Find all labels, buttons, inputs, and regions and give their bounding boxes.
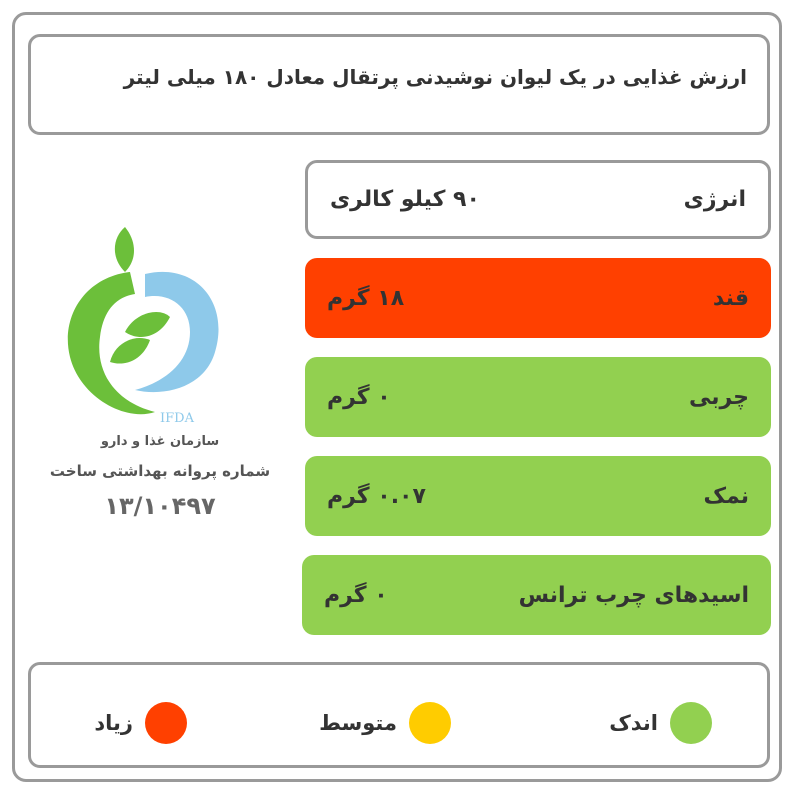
sugar-label: قند	[712, 285, 749, 311]
fat-value: ۰ گرم	[327, 384, 391, 410]
fat-label: چربی	[688, 384, 749, 410]
legend-low: اندک	[609, 702, 712, 744]
row-salt: ۰.۰۷ گرم نمک	[305, 456, 771, 536]
legend: اندک متوسط زیاد	[28, 662, 770, 768]
trans-fat-label: اسیدهای چرب ترانس	[518, 582, 749, 608]
red-dot-icon	[145, 702, 187, 744]
sugar-value: ۱۸ گرم	[327, 285, 405, 311]
row-fat: ۰ گرم چربی	[305, 357, 771, 437]
trans-fat-value: ۰ گرم	[324, 582, 388, 608]
salt-value: ۰.۰۷ گرم	[327, 483, 426, 509]
energy-value: ۹۰ کیلو کالری	[330, 187, 480, 212]
label-frame	[12, 12, 782, 782]
org-name: سازمان غذا و دارو	[100, 434, 220, 449]
row-sugar: ۱۸ گرم قند	[305, 258, 771, 338]
ifda-logo-icon: IFDA	[67, 227, 219, 426]
legend-medium-label: متوسط	[319, 711, 397, 735]
green-dot-icon	[670, 702, 712, 744]
energy-label: انرژی	[683, 187, 746, 212]
legend-medium: متوسط	[319, 702, 451, 744]
license-number: ۱۳/۱۰۴۹۷	[104, 492, 216, 520]
legend-low-label: اندک	[609, 711, 658, 735]
legend-high: زیاد	[94, 702, 187, 744]
row-trans-fat: ۰ گرم اسیدهای چرب ترانس	[302, 555, 771, 635]
page-title: ارزش غذایی در یک لیوان نوشیدنی پرتقال مع…	[28, 34, 770, 135]
license-label: شماره پروانه بهداشتی ساخت	[49, 462, 271, 480]
row-energy: ۹۰ کیلو کالری انرژی	[305, 160, 771, 239]
legend-high-label: زیاد	[94, 711, 133, 735]
yellow-dot-icon	[409, 702, 451, 744]
logo-text: IFDA	[160, 411, 195, 426]
salt-label: نمک	[703, 483, 749, 509]
